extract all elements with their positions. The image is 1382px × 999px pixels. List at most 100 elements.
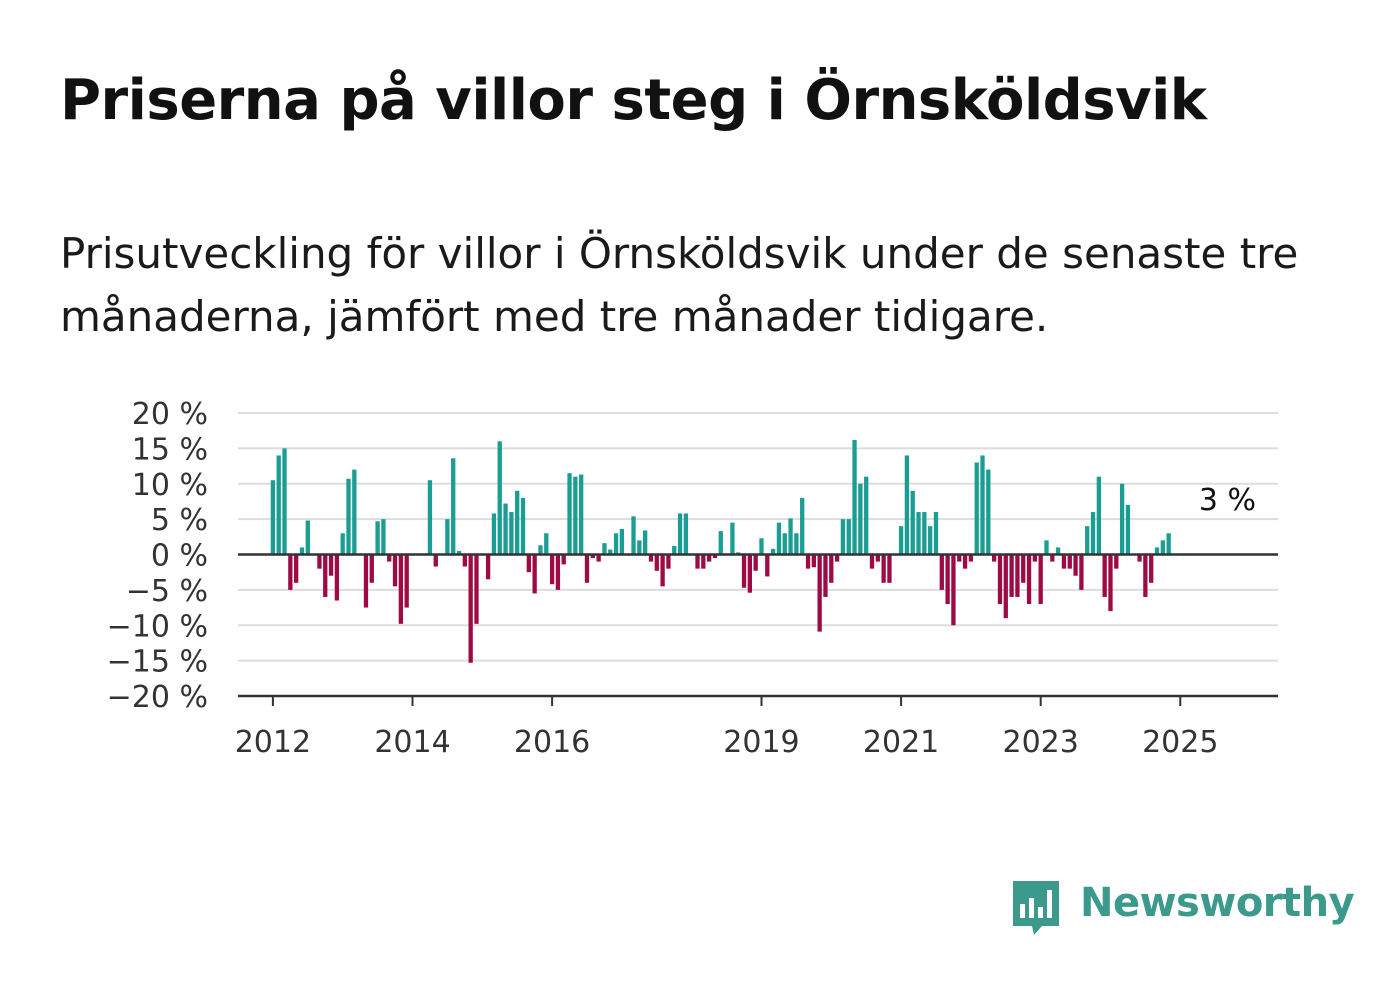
bar-positive	[1096, 476, 1101, 555]
bar-negative	[323, 554, 328, 597]
bar-negative	[1067, 554, 1072, 569]
y-tick-label: 0 %	[151, 539, 208, 574]
bar-negative	[741, 554, 747, 588]
bar-negative	[1009, 554, 1014, 597]
bar-positive	[1085, 526, 1090, 555]
bar-negative	[1073, 554, 1078, 576]
bar-negative	[945, 554, 950, 605]
bar-positive	[573, 476, 578, 555]
bar-series	[270, 439, 1171, 663]
bar-negative	[1108, 554, 1113, 612]
bar-positive	[276, 455, 281, 555]
x-tick-label: 2023	[1003, 725, 1079, 760]
bar-negative	[747, 554, 752, 593]
bar-positive	[928, 526, 933, 555]
bar-positive	[840, 519, 846, 555]
bar-positive	[898, 526, 904, 555]
bar-positive	[305, 520, 310, 555]
bar-positive	[567, 473, 572, 555]
bar-positive	[788, 518, 793, 555]
x-tick-label: 2016	[514, 725, 590, 760]
bar-positive	[782, 533, 787, 555]
bar-positive	[637, 540, 642, 555]
y-tick-label: 5 %	[151, 503, 208, 538]
bar-negative	[1137, 554, 1142, 562]
bar-negative	[962, 554, 968, 569]
bar-positive	[299, 547, 305, 555]
x-tick-label: 2014	[374, 725, 450, 760]
bar-negative	[1003, 554, 1008, 619]
bar-positive	[933, 512, 939, 555]
bar-negative	[1026, 554, 1032, 605]
bar-positive	[602, 543, 607, 555]
bar-positive	[730, 522, 735, 555]
y-tick-label: 10 %	[132, 468, 208, 503]
bar-negative	[706, 554, 712, 562]
bar-negative	[590, 554, 595, 559]
y-tick-label: −20 %	[107, 680, 208, 715]
bar-positive	[864, 476, 869, 555]
bar-negative	[887, 554, 892, 583]
y-tick-label: 20 %	[132, 397, 208, 432]
bar-positive	[497, 441, 502, 555]
bar-positive	[986, 469, 991, 555]
bar-positive	[282, 448, 287, 555]
bar-positive	[375, 521, 380, 555]
bar-positive	[1119, 483, 1125, 555]
bar-negative	[328, 554, 334, 576]
bar-positive	[858, 483, 863, 555]
bar-negative	[817, 554, 822, 632]
bar-positive	[718, 531, 723, 555]
y-tick-label: −5 %	[126, 574, 208, 609]
bar-negative	[695, 554, 700, 569]
bar-positive	[683, 513, 689, 555]
x-tick-label: 2025	[1142, 725, 1218, 760]
bar-negative	[712, 554, 718, 559]
bar-positive	[916, 512, 921, 555]
bar-negative	[1143, 554, 1148, 597]
bar-negative	[992, 554, 997, 562]
bar-negative	[805, 554, 811, 569]
bar-negative	[968, 554, 974, 562]
bar-positive	[270, 480, 276, 555]
bar-positive	[846, 519, 851, 555]
bar-positive	[456, 550, 462, 555]
bar-negative	[288, 554, 293, 590]
bar-positive	[1055, 547, 1061, 555]
bar-negative	[1015, 554, 1020, 597]
bar-negative	[957, 554, 962, 562]
bar-positive	[677, 513, 683, 555]
bar-positive	[770, 548, 776, 555]
bar-negative	[829, 554, 834, 583]
bar-negative	[462, 554, 467, 567]
bar-positive	[451, 458, 456, 555]
bar-negative	[387, 554, 392, 562]
page-title: Priserna på villor steg i Örnsköldsvik	[60, 68, 1207, 133]
bar-positive	[672, 546, 677, 555]
price-change-bar-chart: 20 %15 %10 %5 %0 %−5 %−10 %−15 %−20 % 201…	[107, 397, 1278, 760]
bar-positive	[1154, 547, 1160, 555]
bar-negative	[881, 554, 886, 583]
bar-negative	[526, 554, 531, 573]
bar-negative	[468, 554, 473, 663]
bar-negative	[648, 554, 654, 562]
brand-name: Newsworthy	[1080, 880, 1355, 926]
bar-positive	[515, 490, 520, 555]
bar-positive	[427, 480, 433, 555]
bar-negative	[294, 554, 299, 583]
bar-negative	[834, 554, 840, 562]
bar-negative	[951, 554, 956, 626]
bar-negative	[765, 554, 770, 577]
bar-negative	[701, 554, 706, 569]
bar-positive	[1160, 540, 1165, 555]
bar-negative	[584, 554, 590, 583]
bar-positive	[340, 533, 345, 555]
bar-positive	[1166, 533, 1171, 555]
y-tick-label: −15 %	[107, 645, 208, 680]
bar-positive	[922, 512, 927, 555]
x-tick-label: 2021	[863, 725, 939, 760]
y-tick-label: 15 %	[132, 432, 208, 467]
bar-positive	[631, 516, 636, 555]
newsworthy-logo: Newsworthy	[1010, 878, 1355, 942]
bar-positive	[776, 522, 782, 555]
